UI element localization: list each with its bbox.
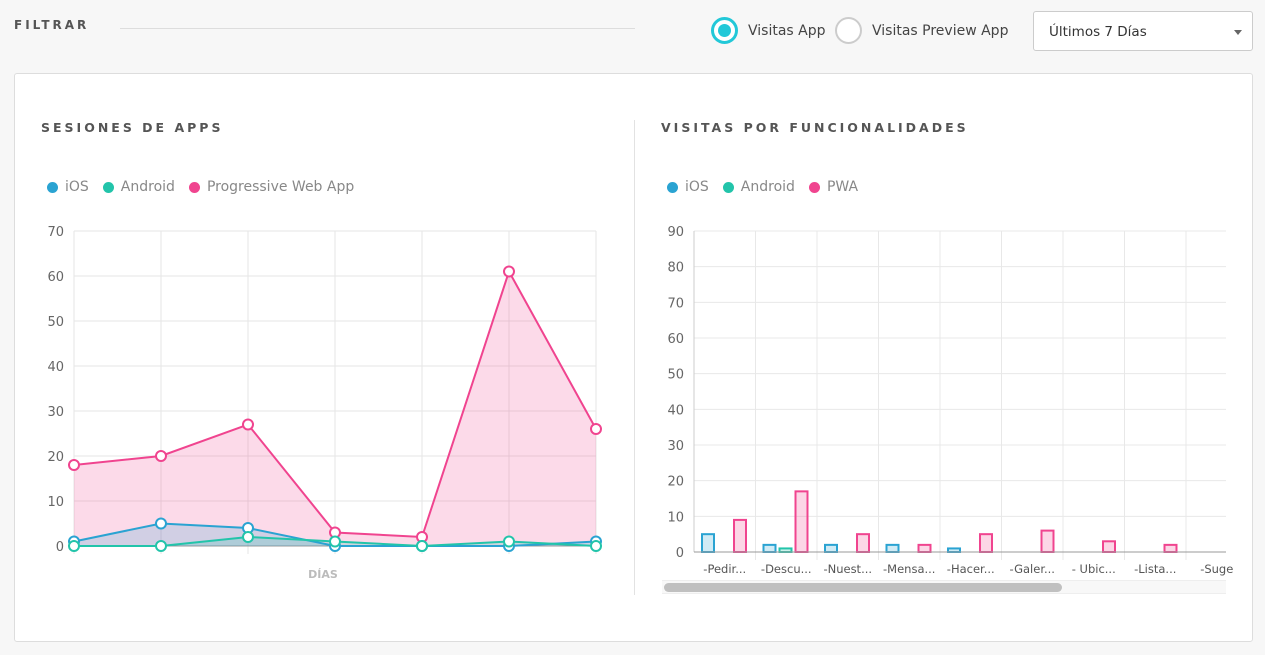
bar-pwa: [856, 533, 870, 554]
bar-pwa: [1102, 540, 1116, 553]
bar-ios: [762, 543, 777, 553]
bar-android: [778, 547, 793, 554]
y-tick-label: 40: [667, 403, 684, 418]
bar-ios: [824, 543, 838, 553]
series-area-0: [74, 523, 596, 546]
legend-label: iOS: [685, 179, 709, 195]
legend-android[interactable]: Android: [102, 179, 175, 195]
bar-pwa: [1163, 543, 1178, 553]
y-tick-label: 50: [47, 315, 64, 330]
data-point: [503, 265, 515, 278]
legend-ios[interactable]: iOS: [667, 179, 709, 195]
x-tick-label: -Lista...: [1134, 562, 1176, 576]
data-point: [155, 540, 167, 552]
y-tick-label: 0: [676, 546, 684, 561]
y-tick-label: 0: [56, 540, 64, 555]
x-tick-label: -Hacer...: [947, 562, 995, 576]
x-axis-title: DÍAS: [308, 568, 338, 581]
x-tick-label: -Pedir...: [703, 562, 746, 576]
legend-dot-icon: [667, 181, 678, 193]
legend-dot-icon: [808, 181, 820, 193]
charts-card: [14, 73, 1253, 642]
radio-checked-icon: [711, 17, 738, 44]
y-tick-label: 20: [47, 450, 64, 465]
radio-visitas-app[interactable]: Visitas App: [711, 17, 826, 44]
filter-label: FILTRAR: [14, 18, 90, 32]
data-point: [416, 540, 428, 552]
divider: [634, 120, 635, 595]
chart-scrollbar[interactable]: [664, 583, 1062, 592]
bar-pwa: [917, 543, 932, 553]
legend-pwa[interactable]: PWA: [808, 179, 859, 195]
legend-label: Android: [740, 179, 795, 195]
y-tick-label: 40: [47, 360, 64, 375]
y-tick-label: 70: [667, 296, 684, 311]
legend-dot-icon: [47, 181, 58, 193]
data-point: [590, 540, 602, 552]
y-tick-label: 20: [667, 475, 684, 490]
radio-unchecked-icon: [835, 17, 862, 44]
legend-pwa[interactable]: Progressive Web App: [188, 179, 355, 195]
chevron-down-icon: [1234, 30, 1242, 35]
x-tick-label: -Mensa...: [883, 562, 935, 576]
data-point: [590, 423, 602, 435]
y-tick-label: 90: [667, 225, 684, 240]
bar-ios: [885, 543, 900, 553]
x-tick-label: -Galer...: [1010, 562, 1055, 576]
bar-pwa: [794, 490, 809, 554]
features-chart-title: VISITAS POR FUNCIONALIDADES: [661, 120, 969, 135]
legend-label: PWA: [826, 179, 859, 195]
bar-pwa: [733, 518, 747, 554]
y-tick-label: 70: [47, 225, 64, 240]
bar-ios: [947, 547, 961, 554]
data-point: [68, 540, 80, 552]
x-tick-label: -Descu...: [761, 562, 812, 576]
data-point: [68, 459, 80, 471]
date-range-value: Últimos 7 Días: [1049, 24, 1147, 40]
legend-android[interactable]: Android: [722, 179, 795, 195]
y-tick-label: 50: [667, 368, 684, 383]
legend-dot-icon: [102, 181, 114, 193]
bar-pwa: [979, 533, 993, 554]
y-tick-label: 60: [47, 270, 64, 285]
y-tick-label: 30: [667, 439, 684, 454]
radio-label: Visitas App: [748, 22, 826, 39]
legend-ios[interactable]: iOS: [47, 179, 89, 195]
data-point: [329, 535, 341, 548]
series-area-2: [74, 271, 596, 546]
x-tick-label: -Suge: [1200, 562, 1233, 576]
data-point: [155, 450, 167, 462]
x-tick-label: - Ubic...: [1072, 562, 1116, 576]
legend-label: Android: [120, 179, 175, 195]
data-point: [242, 531, 254, 543]
data-point: [503, 535, 515, 548]
y-tick-label: 10: [47, 495, 64, 510]
radio-label: Visitas Preview App: [872, 22, 1009, 39]
bar-ios: [701, 533, 715, 554]
radio-visitas-preview-app[interactable]: Visitas Preview App: [835, 17, 1008, 44]
y-tick-label: 60: [667, 332, 684, 347]
data-point: [155, 517, 167, 530]
divider: [120, 28, 635, 29]
legend-dot-icon: [188, 181, 200, 193]
y-tick-label: 80: [667, 261, 684, 276]
features-legend: iOS Android PWA: [667, 179, 872, 195]
y-tick-label: 30: [47, 405, 64, 420]
bar-pwa: [1040, 529, 1055, 553]
sessions-chart-title: SESIONES DE APPS: [41, 120, 224, 135]
legend-label: Progressive Web App: [206, 179, 355, 195]
data-point: [242, 418, 254, 431]
date-range-select[interactable]: Últimos 7 Días: [1033, 11, 1253, 51]
y-tick-label: 10: [667, 510, 684, 525]
x-tick-label: -Nuest...: [823, 562, 872, 576]
sessions-legend: iOS Android Progressive Web App: [47, 179, 368, 195]
legend-dot-icon: [722, 181, 734, 193]
legend-label: iOS: [65, 179, 89, 195]
